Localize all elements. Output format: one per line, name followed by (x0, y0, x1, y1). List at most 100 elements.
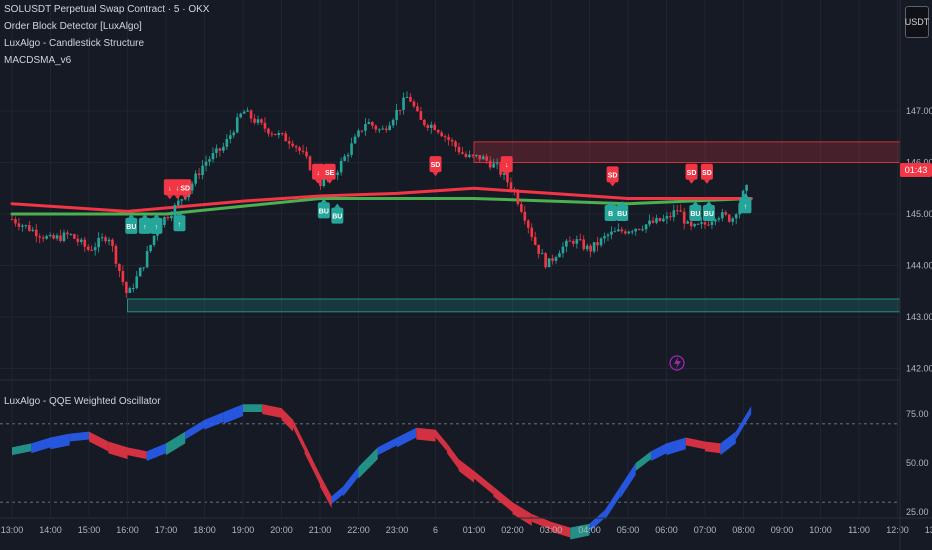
candle-body (506, 173, 509, 183)
candle-body (62, 232, 66, 241)
candle-body (409, 96, 412, 102)
candlesticks (10, 91, 748, 298)
oscillator-segment (343, 466, 359, 497)
candle-body (471, 154, 475, 156)
candle-body (461, 152, 464, 154)
oscillator-segment (705, 441, 721, 454)
bear-signal-label: ↓ (500, 156, 513, 177)
candle-body (724, 212, 728, 215)
candle-body (703, 222, 707, 225)
bear-signal-label: SD (700, 163, 713, 184)
candle-body (707, 224, 710, 226)
time-tick-label: 6 (433, 525, 438, 535)
svg-text:BU: BU (704, 211, 714, 218)
candle-body (294, 146, 298, 148)
oscillator-segment (635, 451, 652, 471)
oscillator-segment (31, 437, 51, 454)
candle-body (204, 161, 208, 166)
candle-body (502, 173, 506, 175)
oscillator-segment (185, 419, 205, 440)
candle-body (398, 109, 402, 111)
time-tick-label: 17:00 (155, 525, 178, 535)
candle-body (48, 235, 52, 237)
grid-lines (0, 0, 900, 518)
time-tick-label: 01:00 (463, 525, 486, 535)
svg-text:BU: BU (319, 208, 329, 215)
candle-body (31, 229, 35, 231)
candle-body (679, 210, 683, 212)
candle-body (412, 101, 416, 107)
candle-body (249, 110, 253, 119)
candle-body (93, 247, 97, 251)
candle-body (125, 281, 128, 293)
oscillator-segment (416, 427, 436, 442)
candle-body (38, 236, 42, 238)
candle-body (45, 236, 48, 239)
candle-body (83, 239, 87, 247)
currency-badge[interactable]: USDT (905, 6, 929, 38)
oscillator-segment (204, 412, 224, 430)
candle-body (211, 153, 215, 160)
candle-body (274, 133, 277, 136)
candle-body (166, 216, 170, 219)
candle-body (256, 119, 260, 123)
candle-body (644, 224, 648, 230)
candle-body (270, 133, 274, 135)
candle-body (648, 220, 651, 225)
oscillator-segment (720, 431, 736, 456)
candle-body (416, 106, 419, 112)
indicator-candlestick-structure[interactable]: LuxAlgo - Candlestick Structure (4, 38, 145, 49)
candle-body (433, 124, 437, 130)
candle-body (447, 136, 450, 140)
bullish-order-block (127, 298, 901, 313)
oscillator-segment (331, 486, 344, 505)
candle-body (717, 218, 721, 220)
candle-body (194, 173, 197, 184)
indicator-order-block[interactable]: Order Block Detector [LuxAlgo] (4, 21, 142, 32)
candle-body (59, 235, 62, 241)
candle-body (513, 189, 516, 192)
oscillator-segment (512, 502, 532, 526)
candle-body (492, 163, 495, 168)
oscillator-segment (474, 470, 494, 495)
candle-body (440, 132, 443, 137)
candle-body (582, 239, 586, 250)
candle-body (478, 154, 482, 160)
candle-body (135, 276, 139, 289)
candle-body (537, 244, 540, 254)
candle-body (402, 97, 405, 110)
lightning-icon[interactable] (669, 355, 685, 371)
candle-body (551, 258, 554, 261)
candle-body (298, 147, 301, 151)
candle-body (267, 128, 270, 134)
price-tick-label: 147.00 (906, 106, 932, 116)
candle-body (700, 222, 703, 224)
oscillator-title[interactable]: LuxAlgo - QQE Weighted Oscillator (4, 396, 161, 407)
symbol-title[interactable]: SOLUSDT Perpetual Swap Contract · 5 · OK… (4, 4, 210, 15)
candle-body (651, 220, 655, 223)
candle-body (592, 242, 596, 252)
candle-body (436, 129, 440, 133)
oscillator-segment (551, 521, 571, 538)
candle-body (561, 246, 565, 254)
candle-body (17, 223, 21, 227)
candle-body (350, 143, 353, 155)
candle-body (197, 173, 201, 176)
candle-body (405, 96, 409, 98)
candle-body (173, 205, 177, 216)
candle-body (675, 210, 679, 212)
candle-body (343, 156, 346, 161)
candle-body (367, 122, 371, 125)
candle-body (190, 183, 194, 191)
candle-body (142, 267, 145, 269)
candle-body (603, 236, 606, 239)
candle-body (319, 180, 322, 187)
indicator-macdsma[interactable]: MACDSMA_v6 (4, 55, 72, 66)
oscillator-segment (127, 447, 147, 460)
countdown-price-tag: 01:43 (900, 163, 932, 177)
candle-body (118, 263, 121, 271)
moving-average-line (10, 197, 753, 216)
svg-text:↓: ↓ (316, 170, 320, 177)
